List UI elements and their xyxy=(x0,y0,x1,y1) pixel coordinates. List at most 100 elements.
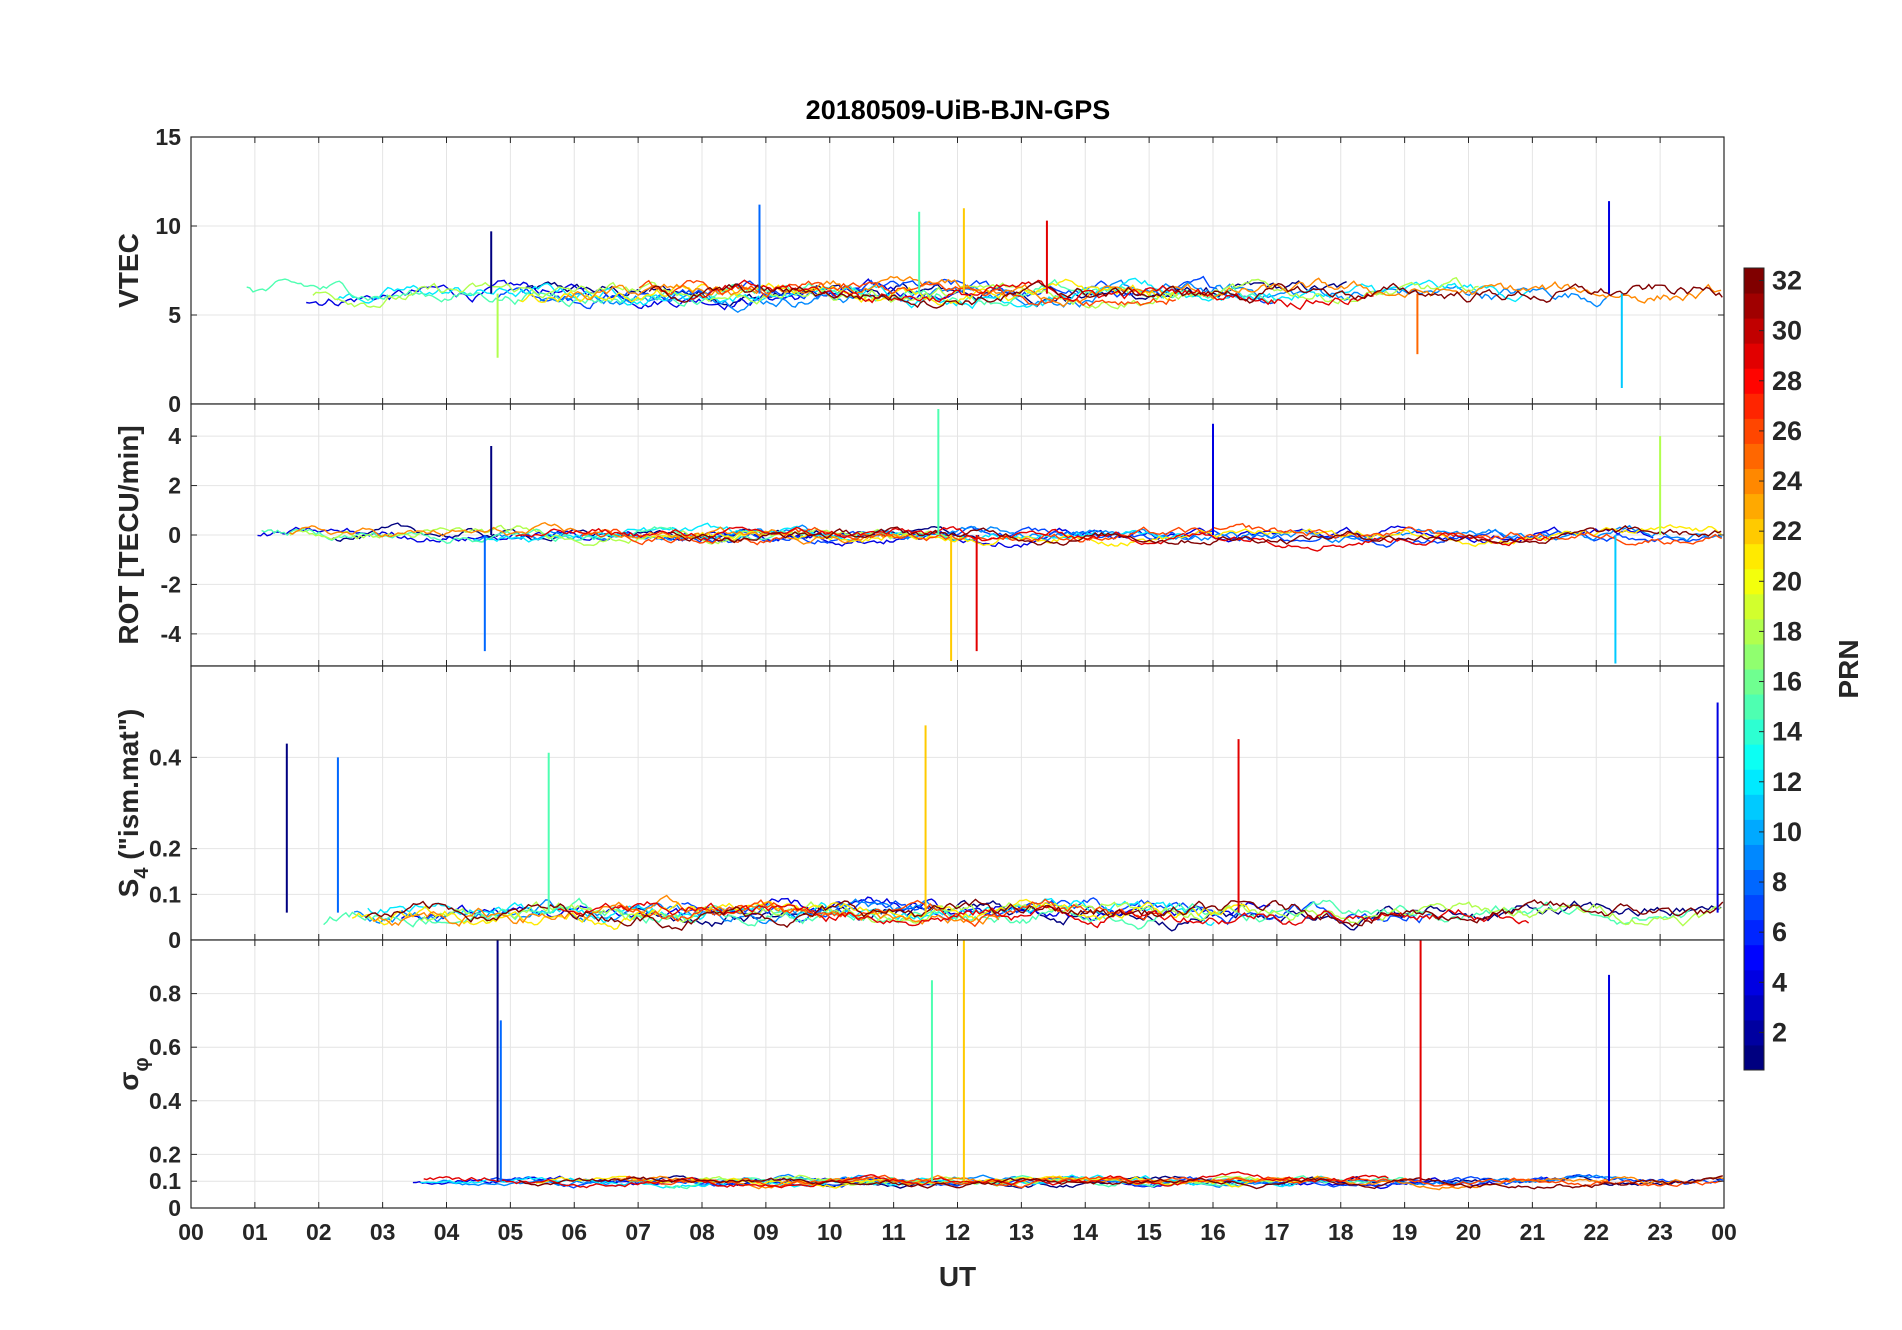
x-tick-label: 04 xyxy=(434,1219,460,1245)
trace-prn-26 xyxy=(581,522,1722,546)
colorbar-frame xyxy=(1743,267,1765,1071)
colorbar-tick-label: 16 xyxy=(1772,667,1802,697)
colorbar-segment xyxy=(1744,694,1764,720)
y-tick-label: 0 xyxy=(168,391,181,417)
colorbar-tick-label: 24 xyxy=(1772,466,1802,496)
panel-rot-traces xyxy=(257,408,1723,664)
panel-sigphi-ylabel: σφ xyxy=(113,1057,153,1090)
x-tick-label: 08 xyxy=(689,1219,715,1245)
panel-s4-ylabel: S4 ("ism.mat") xyxy=(113,709,153,898)
x-axis: 00 01 02 03 04 05 06 07 08 09 10 11 12 13 14 15 16 17 18 19… xyxy=(178,1219,1737,1292)
x-tick-label: 03 xyxy=(370,1219,396,1245)
y-tick-label: 15 xyxy=(155,124,181,150)
colorbar-segment xyxy=(1744,593,1764,620)
colorbar-tick-label: 18 xyxy=(1772,616,1802,646)
colorbar-tick-label: 2 xyxy=(1772,1017,1787,1047)
colorbar-segment xyxy=(1744,318,1764,344)
colorbar-label: PRN xyxy=(1833,639,1864,698)
trace-prn-24 xyxy=(372,894,1000,927)
colorbar-segment xyxy=(1744,543,1764,570)
y-tick-label: 10 xyxy=(155,213,181,239)
x-tick-label: 00 xyxy=(178,1219,204,1245)
x-tick-label: 05 xyxy=(498,1219,524,1245)
x-tick-label: 20 xyxy=(1456,1219,1482,1245)
colorbar-segment xyxy=(1744,919,1764,946)
x-tick-label: 07 xyxy=(625,1219,651,1245)
colorbar-segment xyxy=(1744,794,1764,820)
x-tick-label: 10 xyxy=(817,1219,843,1245)
y-tick-label: 0.4 xyxy=(149,1088,181,1114)
colorbar-segment xyxy=(1744,293,1764,319)
panel-rot: -4 -2 0 2 4 ROT [TECU/min] xyxy=(113,403,1725,667)
trace-prn-32 xyxy=(518,1175,1723,1190)
colorbar-segment xyxy=(1744,393,1764,419)
colorbar-segment xyxy=(1744,769,1764,795)
colorbar-tick-label: 4 xyxy=(1772,967,1787,997)
colorbar-tick-label: 6 xyxy=(1772,917,1787,947)
trace-prn-29 xyxy=(515,525,1548,552)
y-tick-label: 0.2 xyxy=(149,836,181,862)
y-tick-label: -4 xyxy=(161,621,182,647)
y-tick-label: -2 xyxy=(161,571,181,597)
colorbar-segment xyxy=(1744,719,1764,745)
x-tick-label: 06 xyxy=(561,1219,587,1245)
trace-prn-26 xyxy=(638,279,1177,307)
colorbar-segment xyxy=(1744,819,1764,845)
trace-prn-29 xyxy=(557,900,1530,929)
ylabel-main: σ xyxy=(113,1072,144,1091)
colorbar-segment xyxy=(1744,568,1764,595)
colorbar-segment xyxy=(1744,618,1764,645)
x-tick-label: 12 xyxy=(945,1219,971,1245)
colorbar-segment xyxy=(1744,1044,1764,1071)
x-tick-label: 21 xyxy=(1520,1219,1546,1245)
trace-prn-15 xyxy=(323,897,1691,930)
x-tick-label: 02 xyxy=(306,1219,332,1245)
panel-sigphi-traces xyxy=(412,940,1724,1191)
colorbar-segment xyxy=(1744,869,1764,896)
y-tick-label: 5 xyxy=(168,302,181,328)
colorbar-segment xyxy=(1744,268,1764,294)
panel-s4: 00.10.20.4S4 ("ism.mat") xyxy=(113,665,1725,953)
y-tick-label: 2 xyxy=(168,473,181,499)
trace-prn-12 xyxy=(367,897,1215,927)
x-tick-label: 17 xyxy=(1264,1219,1290,1245)
colorbar-tick-label: 26 xyxy=(1772,416,1802,446)
ylabel-main: S xyxy=(113,879,144,898)
colorbar-tick-label: 8 xyxy=(1772,867,1787,897)
colorbar-segment xyxy=(1744,894,1764,921)
panel-vtec-ylabel: VTEC xyxy=(113,233,144,308)
colorbar-tick-label: 12 xyxy=(1772,767,1802,797)
colorbar-tick-label: 32 xyxy=(1772,266,1802,296)
x-tick-label: 19 xyxy=(1392,1219,1418,1245)
x-tick-label: 23 xyxy=(1647,1219,1673,1245)
colorbar-segment xyxy=(1744,443,1764,469)
trace-prn-32 xyxy=(648,281,1723,309)
colorbar-segment xyxy=(1744,969,1764,996)
ylabel-subscript: φ xyxy=(131,1057,153,1071)
x-tick-label: 13 xyxy=(1009,1219,1035,1245)
trace-prn-29 xyxy=(423,1171,1389,1189)
x-axis-label: UT xyxy=(939,1261,976,1292)
ylabel-rest: ("ism.mat") xyxy=(113,709,144,868)
y-tick-label: 0 xyxy=(168,1195,181,1221)
y-tick-label: 4 xyxy=(168,423,181,449)
colorbar-tick-label: 20 xyxy=(1772,566,1802,596)
colorbar-segment xyxy=(1744,669,1764,695)
y-tick-label: 0.6 xyxy=(149,1034,181,1060)
trace-prn-32 xyxy=(670,525,1722,546)
panel-s4-traces xyxy=(285,702,1724,932)
panel-vtec-traces xyxy=(246,201,1723,388)
colorbar-segment xyxy=(1744,518,1764,545)
panel-rot-ylabel: ROT [TECU/min] xyxy=(113,425,144,644)
y-tick-label: 0.4 xyxy=(149,744,181,770)
chart-title: 20180509-UiB-BJN-GPS xyxy=(806,95,1111,125)
panel-sigphi: 00.10.2 0.4 0.6 0.8 σφ xyxy=(113,939,1725,1221)
y-tick-label: 0.1 xyxy=(149,881,181,907)
trace-prn-21 xyxy=(519,278,1179,306)
y-tick-label: 0.1 xyxy=(149,1168,181,1194)
colorbar-segment xyxy=(1744,1019,1764,1046)
x-tick-label: 14 xyxy=(1072,1219,1098,1245)
x-tick-label: 18 xyxy=(1328,1219,1354,1245)
